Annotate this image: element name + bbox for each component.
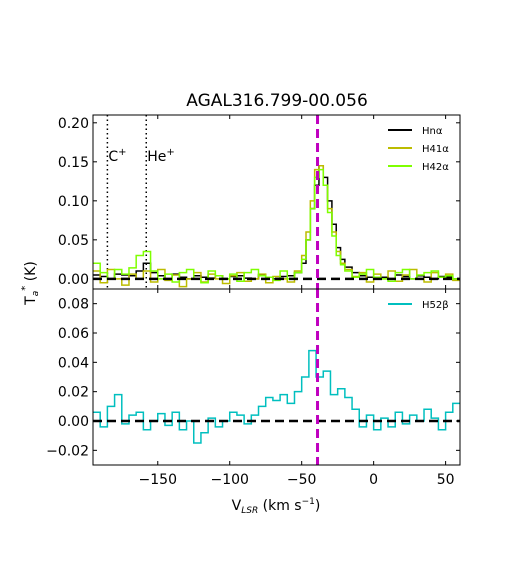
rrl-marker-label: C+ — [108, 147, 126, 165]
lower-panel: −0.02 0.00 0.02 0.04 0.06 0.08 H52β — [46, 288, 461, 466]
y-tick-label: 0.05 — [58, 233, 89, 249]
rrl-marker-name: He — [147, 149, 166, 165]
legend-label: Hnα — [422, 126, 443, 137]
x-axis-ticks: −150 −100 −50 0 50 — [139, 472, 455, 488]
series-line — [93, 164, 460, 288]
legend-label: H42α — [422, 162, 449, 173]
y-tick-label: 0.08 — [58, 297, 89, 313]
x-axis-label-exp: −1 — [302, 497, 315, 507]
y-tick-label: 0.02 — [58, 385, 89, 401]
panel-frame — [92, 288, 461, 466]
series-line — [93, 349, 460, 444]
rrl-marker-sup: + — [166, 147, 174, 158]
y-axis-label: Ta* (K) — [20, 261, 41, 306]
series-line — [93, 164, 460, 280]
y-tick-label: 0.10 — [58, 194, 89, 210]
series-line — [93, 168, 460, 284]
x-axis-label-main: V — [232, 498, 242, 514]
y-tick-label: 0.00 — [58, 272, 89, 288]
x-axis-label-close: ) — [315, 498, 320, 514]
y-axis-label-unit: (K) — [23, 261, 39, 286]
x-tick-label: 50 — [437, 472, 455, 488]
x-tick-label: −50 — [287, 472, 317, 488]
legend-label: H52β — [422, 300, 449, 311]
plot-area — [93, 115, 460, 289]
x-tick-label: −100 — [210, 472, 248, 488]
x-tick-label: −150 — [139, 472, 177, 488]
y-axis-label-main: T — [23, 296, 39, 306]
y-axis-label-star: * — [20, 286, 31, 291]
y-tick-label: 0.15 — [58, 155, 89, 171]
rrl-marker-label: He+ — [147, 147, 175, 165]
y-tick-label: 0.06 — [58, 326, 89, 342]
rrl-marker-sup: + — [118, 147, 126, 158]
plot-area — [93, 289, 460, 465]
y-tick-label: 0.20 — [58, 116, 89, 132]
y-tick-label: 0.00 — [58, 414, 89, 430]
rrl-marker-name: C — [108, 149, 118, 165]
y-tick-label: −0.02 — [46, 443, 89, 459]
y-tick-label: 0.04 — [58, 355, 89, 371]
legend: H52β — [388, 300, 449, 311]
y-axis-label-sub: a — [31, 291, 41, 297]
x-axis-label: VLSR (km s−1) — [232, 497, 321, 516]
legend-label: H41α — [422, 144, 449, 155]
x-axis-label-sub: LSR — [241, 506, 258, 516]
x-axis-label-unit: (km s — [258, 498, 301, 514]
x-tick-label: 0 — [369, 472, 378, 488]
chart-title: AGAL316.799-00.056 — [186, 91, 368, 111]
legend: Hnα H41α H42α — [388, 126, 449, 173]
